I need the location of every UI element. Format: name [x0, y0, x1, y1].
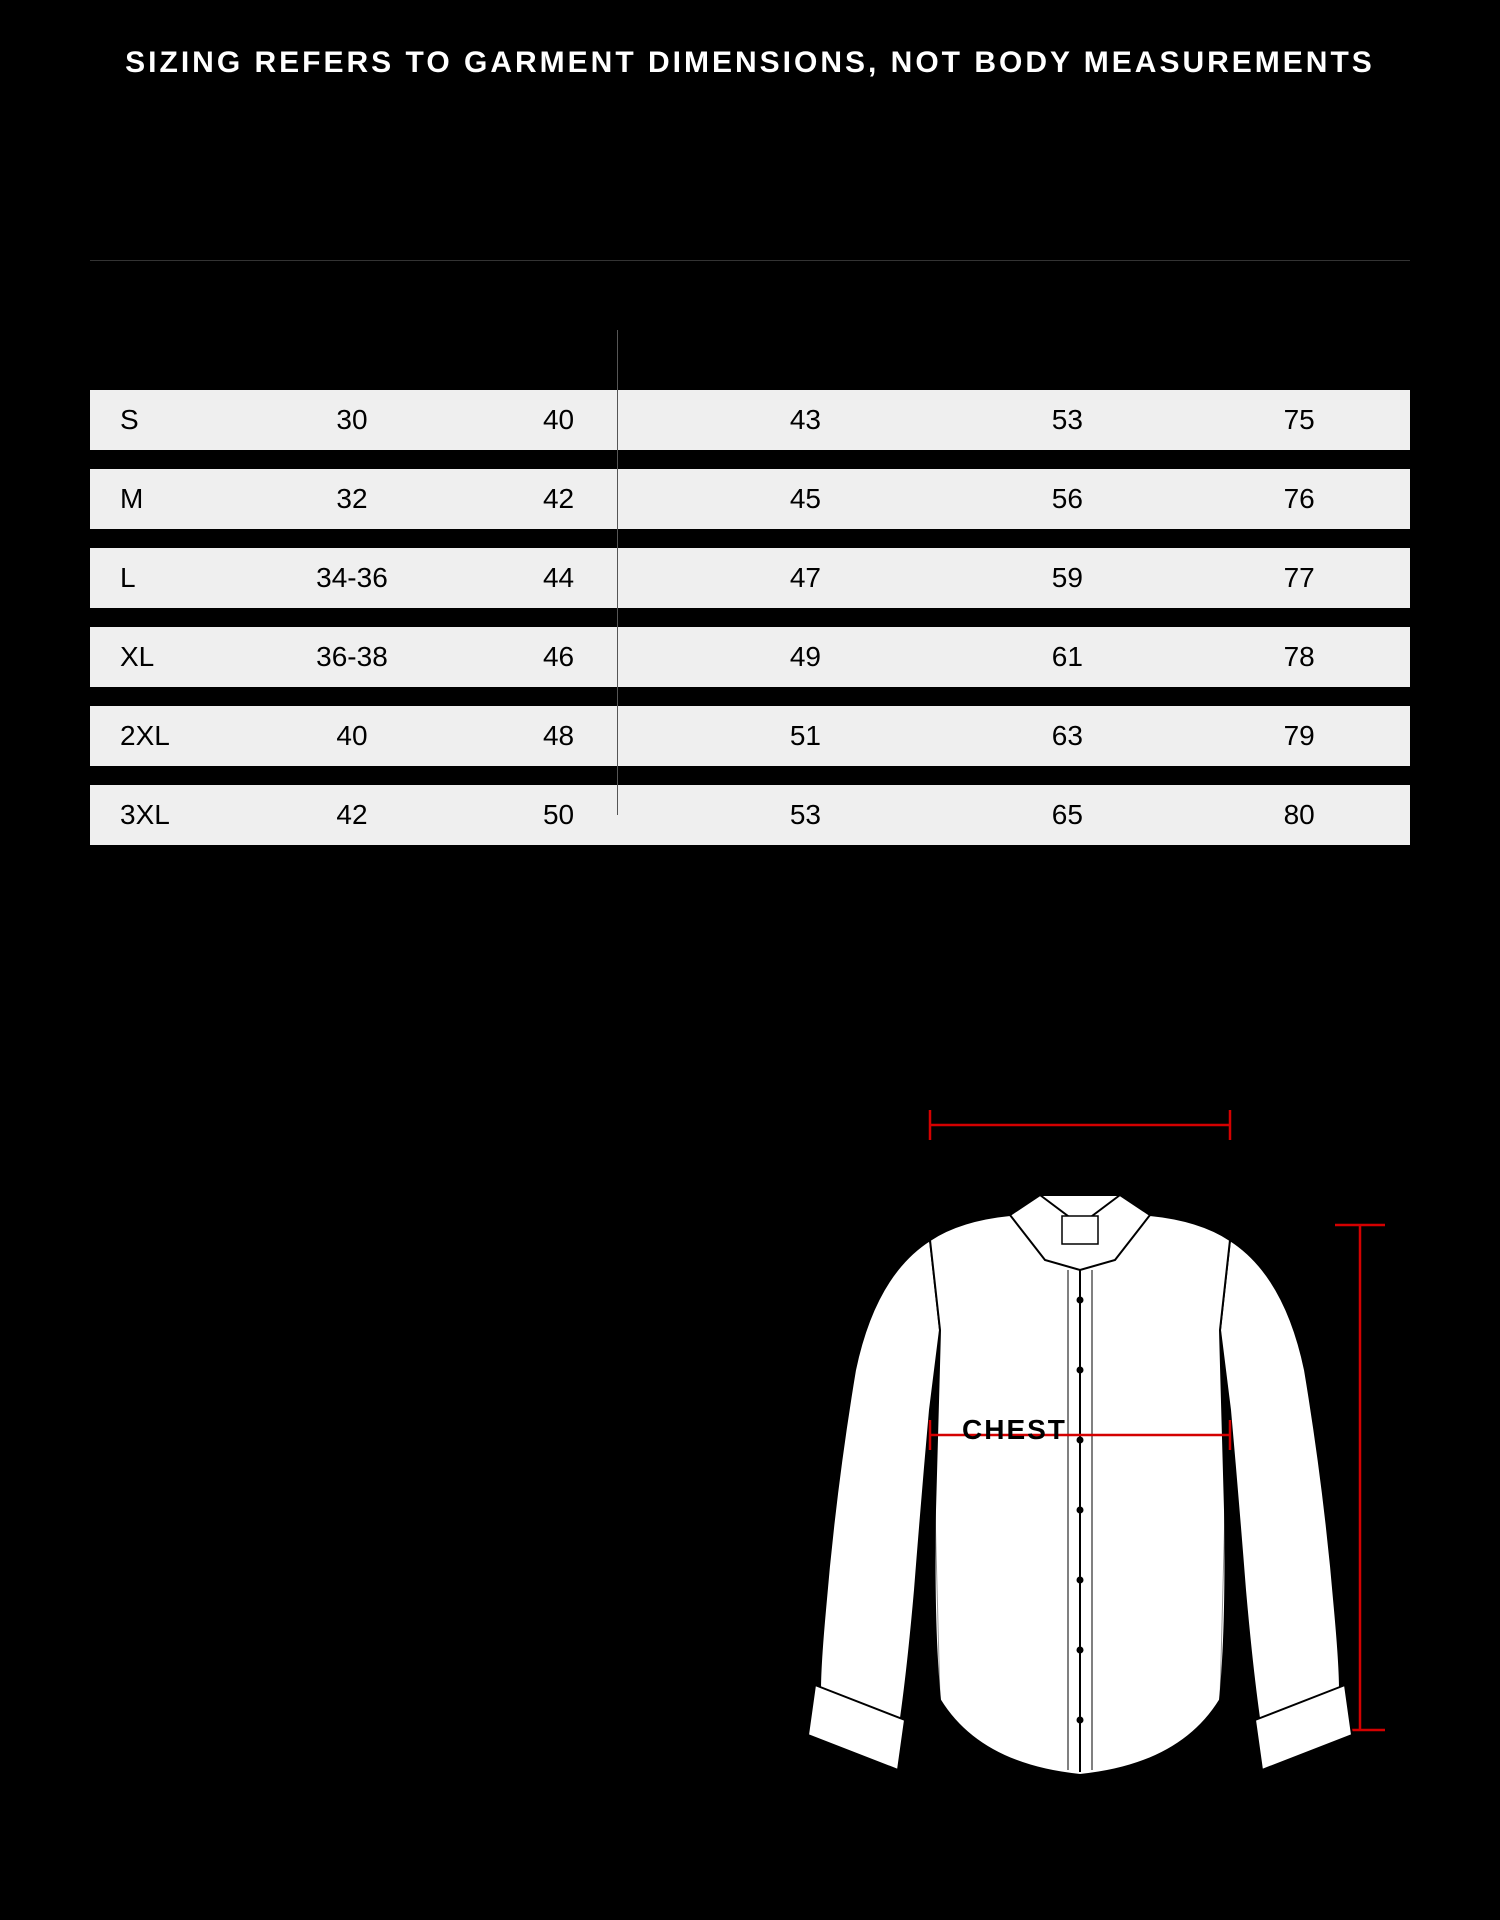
- table-cell: 53: [946, 390, 1188, 450]
- table-cell: M: [90, 469, 251, 529]
- table-cell: 48: [453, 706, 665, 766]
- table-cell: 78: [1188, 627, 1410, 687]
- table-cell: 32: [251, 469, 453, 529]
- table-cell: 65: [946, 785, 1188, 845]
- table-cell: 36-38: [251, 627, 453, 687]
- table-cell: XL: [90, 627, 251, 687]
- table-cell: 77: [1188, 548, 1410, 608]
- table-cell: 42: [251, 785, 453, 845]
- table-row: S3040435375: [90, 390, 1410, 450]
- shirt-body: [808, 1195, 1352, 1775]
- length-measure-line: [1335, 1225, 1385, 1730]
- table-cell: 46: [453, 627, 665, 687]
- table-cell: 53: [664, 785, 946, 845]
- table-cell: 63: [946, 706, 1188, 766]
- table-cell: 49: [664, 627, 946, 687]
- table-cell: 44: [453, 548, 665, 608]
- table-cell: 59: [946, 548, 1188, 608]
- table-cell: 56: [946, 469, 1188, 529]
- divider: [90, 260, 1410, 261]
- table-cell: 43: [664, 390, 946, 450]
- table-row: L34-3644475977: [90, 548, 1410, 608]
- table-cell: 51: [664, 706, 946, 766]
- table-cell: 79: [1188, 706, 1410, 766]
- table-cell: 76: [1188, 469, 1410, 529]
- table-row: 3XL4250536580: [90, 785, 1410, 845]
- size-table: S3040435375M3242455676L34-3644475977XL36…: [90, 371, 1410, 864]
- table-cell: 80: [1188, 785, 1410, 845]
- table-cell: 3XL: [90, 785, 251, 845]
- table-cell: L: [90, 548, 251, 608]
- table-cell: 75: [1188, 390, 1410, 450]
- table-cell: 47: [664, 548, 946, 608]
- table-row: M3242455676: [90, 469, 1410, 529]
- table-cell: 40: [251, 706, 453, 766]
- table-cell: 61: [946, 627, 1188, 687]
- table-cell: 40: [453, 390, 665, 450]
- page: SIZING REFERS TO GARMENT DIMENSIONS, NOT…: [0, 0, 1500, 1920]
- table-cell: 34-36: [251, 548, 453, 608]
- shirt-svg: [780, 1070, 1400, 1810]
- page-title: SIZING REFERS TO GARMENT DIMENSIONS, NOT…: [90, 46, 1410, 80]
- table-cell: 50: [453, 785, 665, 845]
- shirt-diagram: CHEST: [780, 1070, 1400, 1810]
- table-row: XL36-3846496178: [90, 627, 1410, 687]
- table-cell: 2XL: [90, 706, 251, 766]
- table-cell: S: [90, 390, 251, 450]
- column-divider: [617, 330, 618, 815]
- table-cell: 42: [453, 469, 665, 529]
- shoulder-measure-line: [930, 1110, 1230, 1140]
- table-row: 2XL4048516379: [90, 706, 1410, 766]
- table-cell: 30: [251, 390, 453, 450]
- chest-label: CHEST: [962, 1414, 1067, 1446]
- table-cell: 45: [664, 469, 946, 529]
